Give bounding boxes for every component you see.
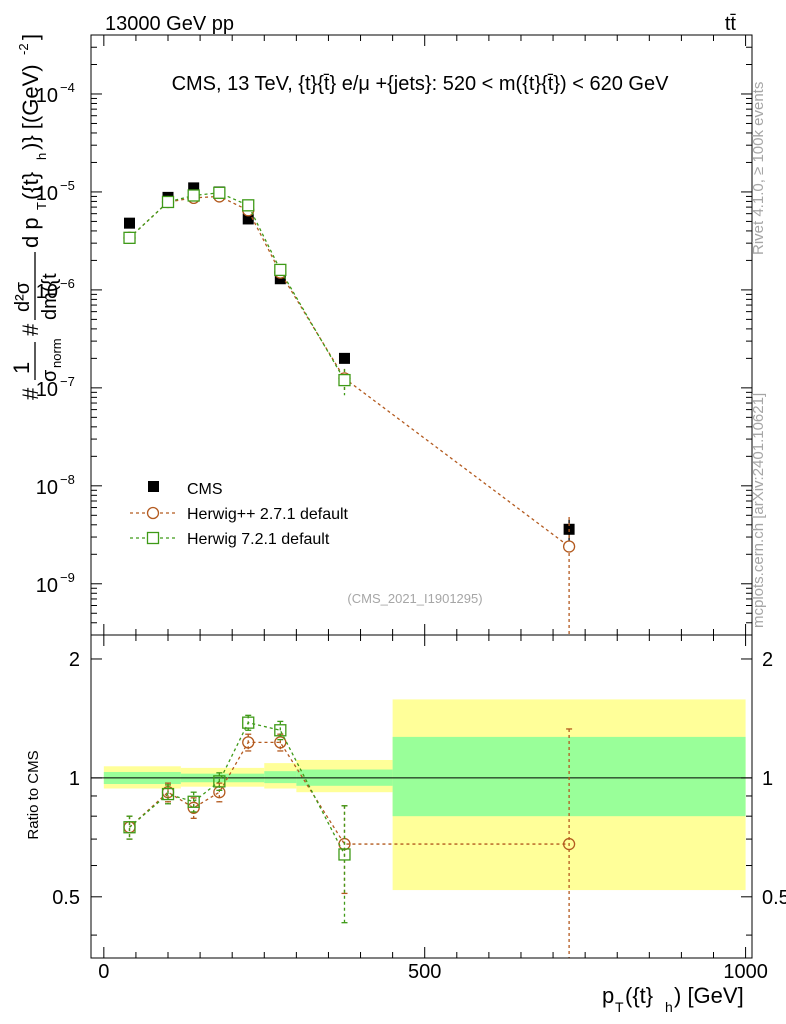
ratio-herwig7-point [187,795,200,808]
herwigpp-point [562,540,576,553]
main-ytick-label: 10 [36,183,58,205]
svg-text:norm: norm [49,338,64,368]
watermark: (CMS_2021_I1901295) [347,591,482,606]
ratio-line-0 [129,741,570,845]
ratio-herwig7-point [213,775,226,788]
ratio-bands [91,699,752,891]
series-line-2 [129,192,346,381]
ratio-xtick-label: 1000 [723,961,768,983]
main-ytick-exp: −7 [60,374,75,389]
ratio-herwigpp-point [274,736,287,749]
svg-text:h: h [34,153,49,160]
legend-label-herwig7: Herwig 7.2.1 default [187,531,330,548]
ratio-frame [90,634,753,959]
legend: CMS Herwig++ 2.7.1 default Herwig 7.2.1 … [130,481,349,548]
ratio-ylabel: Ratio to CMS [25,750,42,839]
ratio-ytick-label: 2 [69,649,80,671]
legend-label-cms: CMS [187,481,223,498]
legend-marker-herwig7 [146,531,160,545]
svg-text:]: ] [18,34,43,40]
ratio-herwig7-point [161,787,175,801]
herwig7-point [338,373,351,387]
svg-text:)} [(GeV): )} [(GeV) [18,64,43,150]
svg-text:T: T [34,202,49,210]
herwig7-point [242,199,255,212]
ratio-herwig7-point [338,848,351,861]
legend-entry-cms: CMS [148,481,223,498]
ratio-ytick-label-right: 2 [762,649,773,671]
source-label: mcplots.cern.ch [arXiv:2401.10621] [750,393,767,628]
data-point [338,352,350,364]
ratio-ytick-label-right: 0.5 [762,887,786,909]
svg-text:d p: d p [18,217,43,248]
legend-label-herwigpp: Herwig++ 2.7.1 default [187,506,349,523]
herwig7-point [274,263,287,277]
ratio-panel: 0.5 0.5 1 1 2 2 0 500 1000 Ratio to CMS p T ({t}… [25,634,786,1015]
main-ytick-exp: −8 [60,472,75,487]
herwig7-point [187,189,200,202]
ratio-plot-area [123,714,576,958]
svg-text:) [GeV]: ) [GeV] [674,983,744,1008]
herwig7-point [161,195,175,209]
main-ytick-exp: −9 [60,570,75,585]
ratio-ytick-label: 0.5 [52,887,80,909]
svg-text:#: # [18,323,43,336]
main-ylabel: # 1 σ norm # d²σ dm({t d p T ({t} h )} [… [9,34,64,400]
main-panel: 10−910−810−710−610−510−4 CMS, 13 TeV, {t… [9,34,753,636]
ratio-herwigpp-point [242,736,255,749]
ratio-herwig7-point [274,724,287,737]
main-ytick-label: 10 [36,85,58,107]
svg-text:dm({t: dm({t [39,273,61,320]
ratio-ticks: 0.5 0.5 1 1 2 2 0 500 1000 [52,635,786,983]
legend-marker-cms [148,481,159,492]
ratio-herwigpp-point [562,837,576,851]
ratio-ytick-label-right: 1 [762,768,773,790]
svg-text:σ: σ [39,369,61,382]
herwig7-point [213,186,226,199]
ratio-xlabel: p T ({t} h ) [GeV] [602,983,744,1015]
main-ticks: 10−910−810−710−610−510−4 [36,34,752,636]
main-ytick-label: 10 [36,477,58,499]
main-ytick-exp: −4 [60,80,75,95]
legend-entry-herwigpp: Herwig++ 2.7.1 default [130,506,349,523]
svg-text:({t}: ({t} [625,983,653,1008]
data-point [188,182,200,194]
main-ytick-exp: −6 [60,276,75,291]
ratio-xtick-label: 500 [408,961,441,983]
svg-text:1: 1 [9,362,34,374]
legend-marker-herwigpp [146,506,160,520]
svg-text:-2: -2 [16,43,31,55]
ratio-herwig7-point [123,821,136,834]
ratio-ytick-label: 1 [69,768,80,790]
rivet-label: Rivet 4.1.0, ≥ 100k events [750,82,767,255]
process-label: tt̄ [725,13,737,35]
svg-text:p: p [602,983,614,1008]
svg-text:#: # [18,387,43,400]
main-ytick-label: 10 [36,281,58,303]
svg-text:({t}: ({t} [18,172,43,200]
main-ytick-label: 10 [36,379,58,401]
herwig7-point [123,231,136,244]
data-point [124,217,136,229]
svg-text:d²σ: d²σ [12,281,34,312]
svg-text:h: h [665,999,673,1015]
main-ytick-exp: −5 [60,178,75,193]
svg-text:T: T [615,999,624,1015]
legend-entry-herwig7: Herwig 7.2.1 default [130,531,330,548]
band-green [264,771,297,784]
data-point [242,213,254,225]
ratio-xtick-label: 0 [98,961,109,983]
main-ytick-label: 10 [36,575,58,597]
main-plot-area [123,182,576,635]
main-title: CMS, 13 TeV, {t}{t̄} e/μ +{jets}: 520 < … [172,73,670,95]
ratio-herwig7-point [242,716,255,729]
energy-label: 13000 GeV pp [105,13,234,35]
